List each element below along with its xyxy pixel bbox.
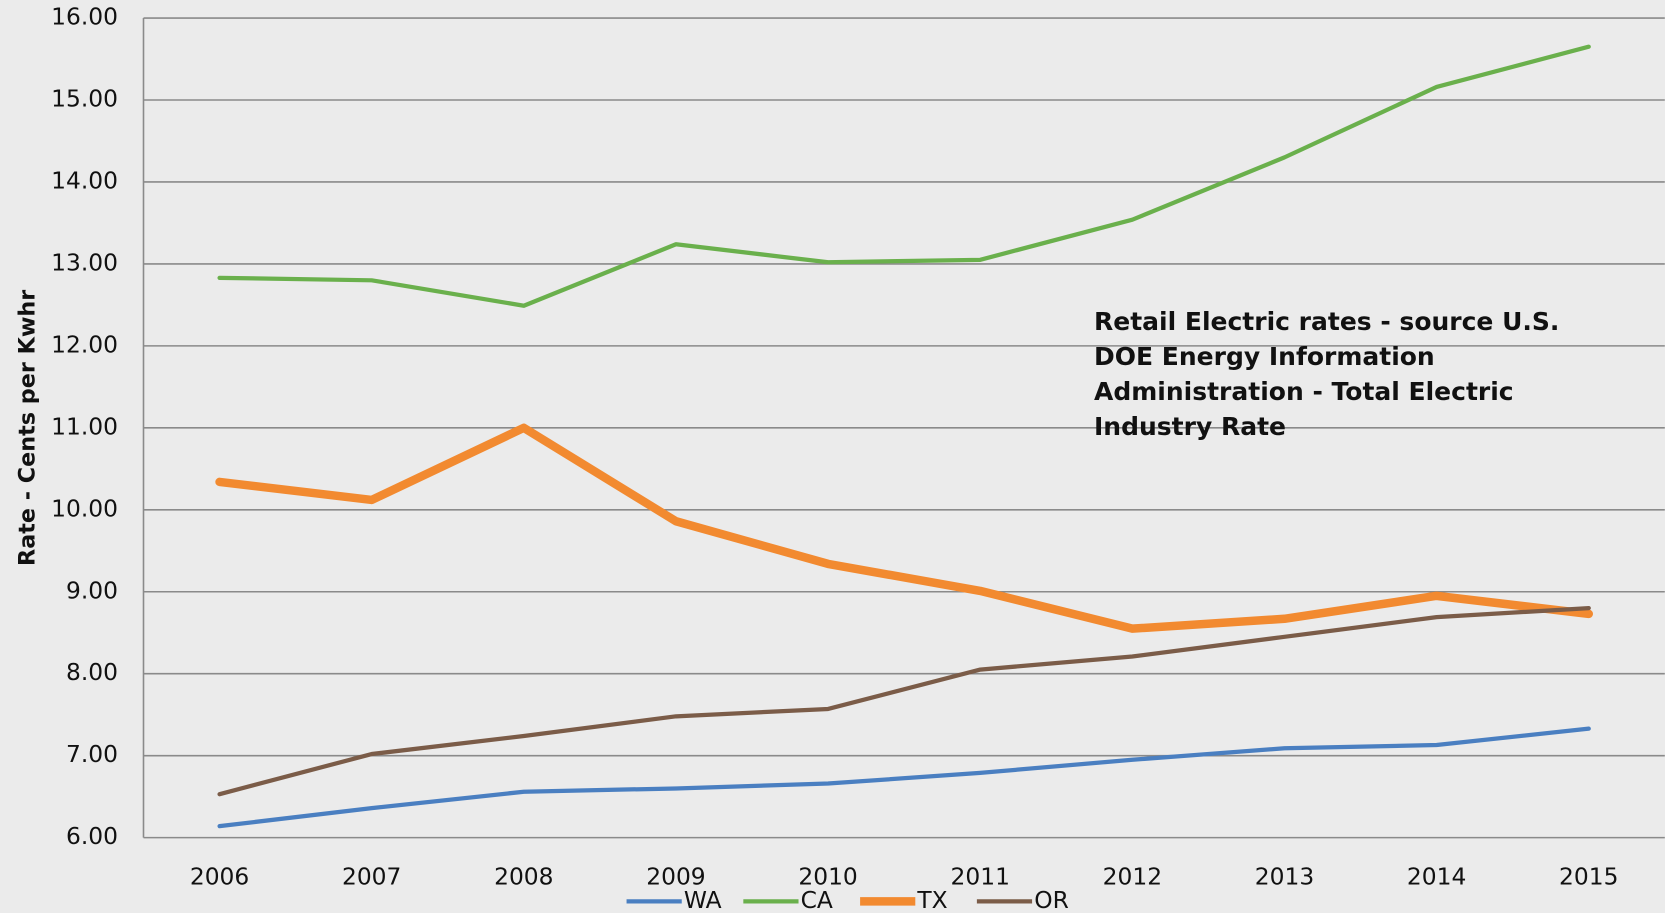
- y-tick-label: 10.00: [51, 494, 118, 522]
- x-tick-label: 2007: [342, 862, 401, 890]
- y-tick-label: 12.00: [51, 330, 118, 358]
- annotation: Retail Electric rates - source U.S. DOE …: [1094, 307, 1560, 441]
- legend-label: OR: [1034, 886, 1069, 913]
- x-tick-label: 2011: [951, 862, 1010, 890]
- y-tick-label: 16.00: [51, 3, 118, 31]
- x-tick-label: 2006: [190, 862, 249, 890]
- x-tick-label: 2013: [1255, 862, 1314, 890]
- y-tick-label: 6.00: [66, 822, 118, 850]
- y-tick-label: 14.00: [51, 166, 118, 194]
- x-tick-label: 2010: [798, 862, 857, 890]
- series-line: [217, 726, 1591, 829]
- y-tick-label: 9.00: [66, 576, 118, 604]
- series-line: [215, 423, 1593, 633]
- y-axis-label: Rate - Cents per Kwhr: [14, 290, 40, 566]
- y-tick-label: 15.00: [51, 85, 118, 113]
- y-tick-label: 7.00: [66, 740, 118, 768]
- y-tick-label: 11.00: [51, 412, 118, 440]
- x-tick-label: 2015: [1559, 862, 1618, 890]
- legend-label: WA: [684, 886, 722, 913]
- y-tick-label: 8.00: [66, 658, 118, 686]
- x-tick-label: 2012: [1103, 862, 1162, 890]
- x-tick-label: 2014: [1407, 862, 1466, 890]
- y-tick-label: 13.00: [51, 248, 118, 276]
- series-line: [217, 44, 1591, 308]
- legend-label: CA: [801, 886, 833, 913]
- series-line: [217, 606, 1591, 797]
- x-tick-label: 2008: [494, 862, 553, 890]
- legend-label: TX: [916, 886, 947, 913]
- x-tick-label: 2009: [646, 862, 705, 890]
